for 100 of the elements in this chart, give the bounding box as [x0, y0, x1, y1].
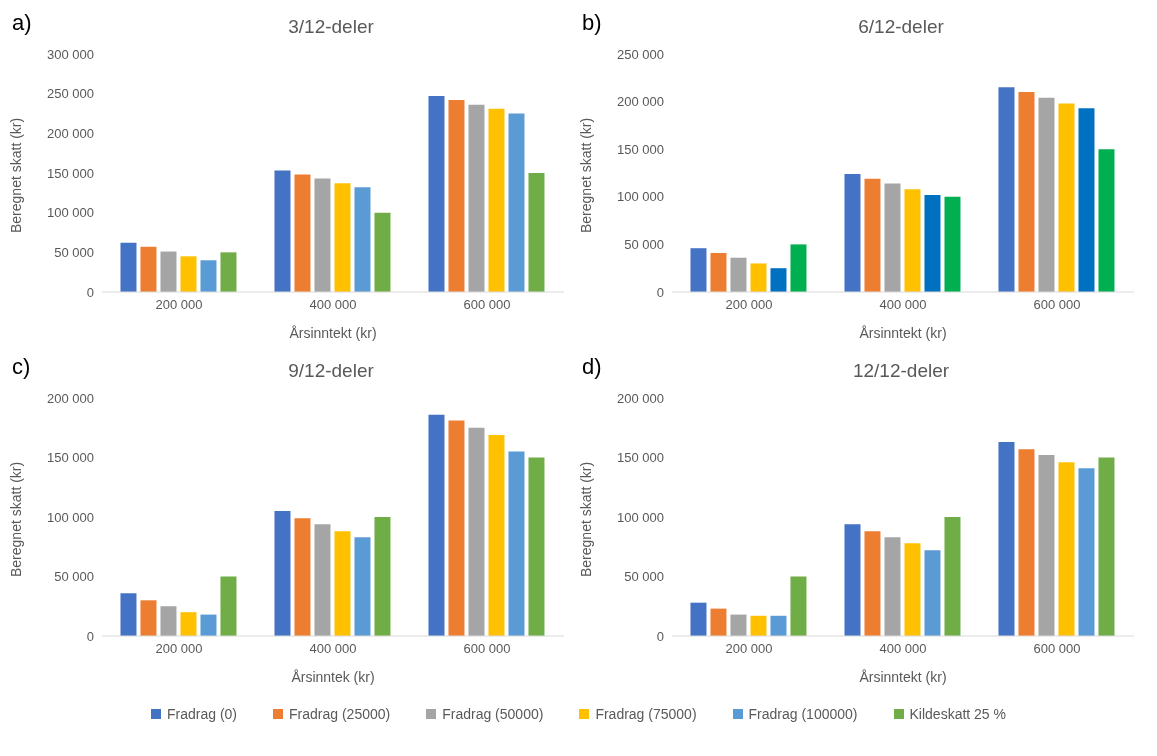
- bar: [790, 576, 807, 636]
- bar: [488, 434, 505, 636]
- legend-label: Fradrag (100000): [748, 706, 858, 722]
- bar: [884, 183, 901, 292]
- bar: [1038, 455, 1055, 636]
- bar: [924, 550, 941, 636]
- bar: [1018, 449, 1035, 636]
- y-axis-title: Beregnet skatt (kr): [7, 461, 24, 577]
- y-tick-label: 0: [656, 284, 664, 300]
- bar: [334, 531, 351, 636]
- text: a): [12, 10, 32, 36]
- bar: [1018, 92, 1035, 292]
- y-tick-label: 150 000: [617, 450, 664, 466]
- x-axis-title: Årsinntekt (kr): [859, 325, 947, 341]
- bar: [998, 442, 1015, 636]
- bar: [354, 187, 371, 292]
- y-tick-label: 0: [86, 284, 94, 300]
- x-tick-label: 200 000: [155, 641, 203, 657]
- bar: [428, 414, 445, 636]
- y-tick-label: 100 000: [47, 509, 94, 525]
- bar: [844, 173, 861, 292]
- bar: [508, 451, 525, 636]
- bar: [488, 108, 505, 292]
- bar: [220, 576, 237, 636]
- bar: [1098, 457, 1115, 636]
- bar: [314, 524, 331, 636]
- bar: [374, 517, 391, 636]
- legend-label: Fradrag (50000): [442, 706, 544, 722]
- x-tick-label: 400 000: [879, 297, 927, 313]
- chart-title: 12/12-deler: [851, 360, 951, 382]
- x-tick-label: 600 000: [1033, 297, 1081, 313]
- x-tick-label: 200 000: [155, 297, 203, 313]
- bar: [884, 537, 901, 636]
- x-tick-label: 400 000: [309, 641, 357, 657]
- y-tick-label: 150 000: [47, 165, 94, 181]
- bar: [200, 614, 217, 636]
- bar: [864, 531, 881, 636]
- bar: [944, 517, 961, 636]
- bar: [120, 242, 137, 292]
- y-tick-label: 100 000: [617, 509, 664, 525]
- bar: [904, 543, 921, 636]
- bar: [160, 251, 177, 292]
- bar: [448, 100, 465, 292]
- y-tick-label: 50 000: [624, 237, 664, 253]
- chart-title: 9/12-deler: [287, 360, 375, 382]
- bar: [844, 524, 861, 636]
- y-tick-label: 250 000: [47, 86, 94, 102]
- bar: [750, 263, 767, 292]
- bar: [1058, 103, 1075, 292]
- x-axis-title: Årsinntekt (kr): [289, 325, 377, 341]
- y-tick-label: 300 000: [47, 46, 94, 62]
- bar: [1078, 108, 1095, 292]
- y-axis-title: Beregnet skatt (kr): [7, 117, 24, 233]
- bar: [294, 518, 311, 636]
- bar: [998, 87, 1015, 292]
- bar: [374, 212, 391, 292]
- y-tick-label: 0: [86, 628, 94, 644]
- bar: [690, 248, 707, 292]
- chart-title: 6/12-deler: [857, 16, 945, 38]
- y-axis-title: Beregnet skatt (kr): [577, 461, 594, 577]
- bar: [468, 104, 485, 292]
- y-tick-label: 100 000: [47, 205, 94, 221]
- bar: [790, 244, 807, 292]
- text: b): [582, 10, 602, 36]
- bar: [220, 252, 237, 292]
- y-tick-label: 150 000: [617, 141, 664, 157]
- bar: [314, 178, 331, 292]
- y-tick-label: 150 000: [47, 450, 94, 466]
- bar: [710, 252, 727, 292]
- bar: [294, 174, 311, 292]
- bar: [710, 608, 727, 636]
- legend-label: Fradrag (75000): [595, 706, 697, 722]
- x-axis-title: Årsinntek (kr): [291, 669, 375, 685]
- bar: [924, 194, 941, 292]
- bar: [864, 178, 881, 292]
- y-tick-label: 50 000: [54, 244, 94, 260]
- legend-label: Fradrag (25000): [289, 706, 391, 722]
- bar: [528, 457, 545, 636]
- bar: [770, 615, 787, 636]
- bar: [770, 268, 787, 292]
- bar: [334, 183, 351, 292]
- y-tick-label: 50 000: [624, 569, 664, 585]
- bar: [140, 246, 157, 292]
- bar: [904, 189, 921, 292]
- x-tick-label: 600 000: [463, 641, 511, 657]
- y-axis-title: Beregnet skatt (kr): [577, 117, 594, 233]
- x-tick-label: 600 000: [463, 297, 511, 313]
- bar: [140, 600, 157, 636]
- y-tick-label: 250 000: [617, 46, 664, 62]
- chart-title: 3/12-deler: [287, 16, 375, 38]
- y-tick-label: 100 000: [617, 189, 664, 205]
- x-axis-title: Årsinntekt (kr): [859, 669, 947, 685]
- bar: [690, 602, 707, 636]
- y-tick-label: 200 000: [47, 125, 94, 141]
- x-tick-label: 200 000: [725, 641, 773, 657]
- bar: [1078, 468, 1095, 636]
- y-tick-label: 50 000: [54, 569, 94, 585]
- bar: [428, 96, 445, 292]
- bar: [730, 257, 747, 292]
- bar: [750, 615, 767, 636]
